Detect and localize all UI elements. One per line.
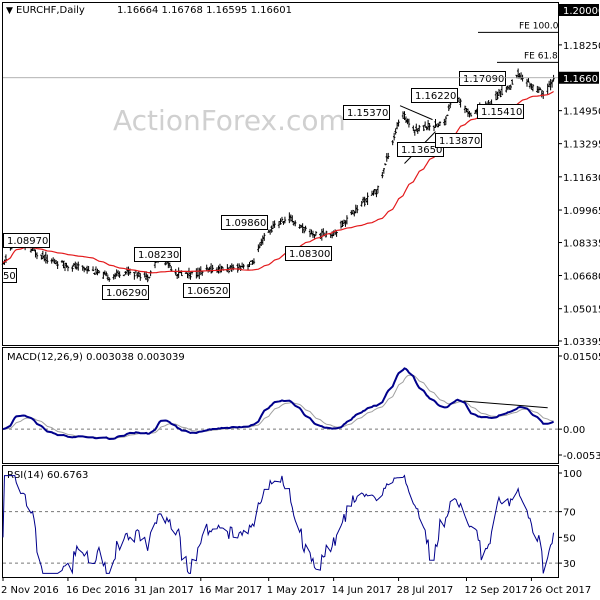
x-tick-label: 16 Dec 2016 — [66, 585, 130, 596]
x-tick-label: 16 Mar 2017 — [199, 585, 262, 596]
annotation-label: 1.06290 — [106, 288, 147, 299]
price-tick-label: 1.14950 — [563, 107, 600, 118]
price-tick-label: 1.18250 — [563, 41, 600, 52]
top-price-label: 1.20000 — [563, 6, 600, 17]
annotation-box — [435, 133, 482, 148]
macd-tick-label: 0.015052 — [563, 352, 600, 363]
price-tick-label: 1.08335 — [563, 239, 600, 250]
fib-label: FE 100.0 — [519, 21, 559, 31]
annotation-label: 1.13650 — [401, 145, 442, 156]
annotation-box — [343, 105, 390, 120]
macd-tick-label: 0.00 — [563, 425, 585, 436]
price-axis: 1.20000 1.18250 1.16601 1.14950 1.13295 1.116… — [3, 4, 600, 348]
rsi-title: RSI(14) 60.6763 — [7, 470, 88, 481]
x-axis: 2 Nov 2016 16 Dec 2016 31 Jan 2017 16 Mar 2… — [1, 577, 591, 596]
trendline-upper — [399, 105, 433, 121]
current-price-box — [559, 71, 599, 84]
rsi-tick-label: 70 — [563, 508, 576, 519]
macd-trendline — [463, 400, 548, 409]
rsi-axis: 100 70 50 30 — [558, 469, 582, 570]
watermark: ActionForex.com — [113, 104, 346, 137]
rsi-tick-label: 50 — [563, 533, 576, 544]
price-tick-label: 1.06680 — [563, 272, 600, 283]
x-tick-label: 14 Jun 2017 — [332, 585, 392, 596]
annotation-box — [102, 285, 149, 300]
price-title: EURCHF,Daily — [16, 5, 85, 16]
rsi-tick-label: 100 — [563, 469, 582, 480]
annotation-box — [134, 247, 181, 262]
rsi-line — [2, 474, 555, 575]
macd-panel — [2, 347, 559, 464]
annotation-box — [285, 246, 332, 261]
x-tick-label: 1 May 2017 — [267, 585, 326, 596]
x-tick-label: 12 Sep 2017 — [464, 585, 527, 596]
macd-layer — [2, 367, 558, 440]
price-tick-label: 1.03395 — [563, 337, 600, 348]
x-tick-label: 28 Jul 2017 — [397, 585, 454, 596]
rsi-panel — [2, 465, 559, 578]
top-price-box — [559, 4, 599, 16]
price-panel — [2, 2, 559, 346]
price-tick-label: 1.05015 — [563, 305, 600, 316]
rsi-tick-label: 30 — [563, 559, 576, 570]
macd-axis: 0.015052 0.00 -0.005321 — [558, 352, 600, 462]
annotation-label: 1.08300 — [289, 249, 330, 260]
current-price-label: 1.16601 — [563, 74, 600, 85]
annotation-label: 1.06520 — [187, 286, 228, 297]
annotation-label: 1.13870 — [439, 136, 480, 147]
annotation-box — [477, 104, 524, 119]
annotation-label: 1.16220 — [415, 91, 456, 102]
price-ohlc: 1.16664 1.16768 1.16595 1.16601 — [117, 5, 292, 16]
fib-label: FE 61.8 — [524, 51, 558, 61]
x-tick-label: 31 Jan 2017 — [134, 585, 194, 596]
macd-line — [2, 367, 555, 440]
annotation-box — [397, 142, 444, 157]
annotation-box — [411, 88, 458, 103]
left-cut-box — [2, 268, 17, 283]
price-tick-label: 1.13295 — [563, 140, 600, 151]
annotation-label: 1.15370 — [347, 108, 388, 119]
annotation-label: 1.08970 — [7, 236, 48, 247]
annotation-box — [459, 71, 506, 86]
annotation-box — [183, 283, 230, 298]
price-annotations: FE 100.0 FE 61.8 1.08970 1.08230 1.06290 1.06… — [2, 21, 559, 300]
annotation-label: 1.17090 — [463, 74, 504, 85]
rsi-layer — [2, 474, 558, 575]
x-tick-label: 2 Nov 2016 — [1, 585, 59, 596]
moving-average-line — [2, 91, 554, 274]
annotation-label: 1.08230 — [138, 250, 179, 261]
price-title-arrow: ▼ — [6, 6, 13, 16]
x-tick-label: 26 Oct 2017 — [529, 585, 591, 596]
annotation-label: 1.09860 — [225, 218, 266, 229]
price-tick-label: 1.09965 — [563, 206, 600, 217]
annotation-box — [3, 233, 50, 248]
left-cut-label: 50 — [3, 271, 16, 282]
macd-tick-label: -0.005321 — [563, 451, 600, 462]
annotation-label: 1.15410 — [481, 107, 522, 118]
annotation-box — [221, 215, 268, 230]
macd-title: MACD(12,26,9) 0.003038 0.003039 — [7, 352, 185, 363]
price-tick-label: 1.11630 — [563, 173, 600, 184]
